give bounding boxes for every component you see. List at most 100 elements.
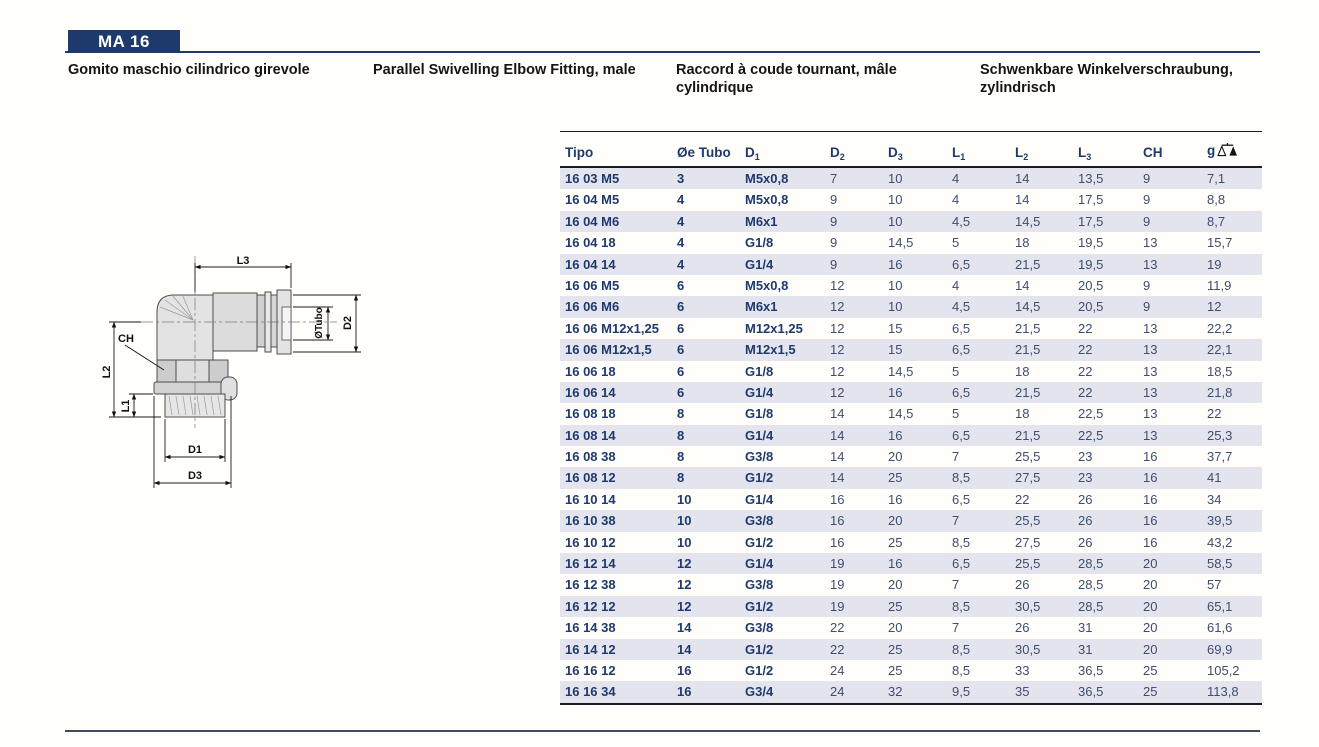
spec-value: 19,5	[1078, 235, 1104, 251]
spec-value: G3/4	[745, 684, 774, 700]
spec-value: 31	[1078, 641, 1093, 657]
spec-value: G1/2	[745, 470, 774, 486]
spec-value: 4	[677, 256, 685, 272]
type-code: 16 04 14	[565, 256, 616, 272]
spec-value: 22	[830, 620, 845, 636]
spec-value: 16	[1143, 491, 1158, 507]
dim-label-l3: L3	[237, 255, 250, 267]
spec-value: 20	[1143, 598, 1158, 614]
type-code: 16 03 M5	[565, 171, 620, 186]
spec-value: 14,5	[1015, 213, 1041, 229]
spec-value: 8,5	[952, 534, 971, 550]
spec-value: 28,5	[1078, 577, 1104, 593]
spec-value: 23	[1078, 470, 1093, 486]
spec-value: 14	[830, 470, 845, 486]
table-row: 16 06 M12x1,5 6 M12x1,5 12 15 6,5 21,5 22 13 22,1	[560, 339, 1262, 361]
spec-value: 20	[1143, 556, 1158, 572]
spec-value: G1/4	[745, 384, 774, 400]
dim-label-d1: D1	[188, 444, 202, 456]
spec-value: 9	[1143, 213, 1151, 229]
spec-value: 6,5	[952, 556, 971, 572]
spec-value: 22	[1078, 363, 1093, 379]
spec-value: 20	[888, 577, 903, 593]
spec-value: 28,5	[1078, 556, 1104, 572]
spec-value: 30,5	[1015, 598, 1041, 614]
type-code: 16 16 12	[565, 662, 616, 678]
spec-value: 20,5	[1078, 299, 1104, 315]
column-header-l1: L1	[952, 145, 966, 162]
spec-value: 25	[888, 641, 903, 657]
spec-value: 10	[888, 213, 903, 229]
spec-value: 20	[1143, 620, 1158, 636]
spec-value: 16	[1143, 470, 1158, 486]
spec-value: G3/8	[745, 513, 774, 529]
spec-value: 8	[677, 406, 685, 422]
spec-value: 6,5	[952, 320, 971, 336]
spec-value: 7	[830, 171, 838, 186]
spec-value: 26	[1078, 534, 1093, 550]
type-code: 16 10 12	[565, 534, 616, 550]
spec-value: 28,5	[1078, 598, 1104, 614]
spec-value: 12	[1207, 299, 1222, 315]
spec-value: M6x1	[745, 213, 778, 229]
spec-value: 21,5	[1015, 384, 1041, 400]
spec-value: 7	[952, 577, 960, 593]
spec-value: 4,5	[952, 299, 971, 315]
spec-value: 25	[888, 470, 903, 486]
type-code: 16 04 18	[565, 235, 616, 251]
table-row: 16 16 12 16 G1/2 24 25 8,5 33 36,5 25 105,2	[560, 660, 1262, 681]
spec-value: 16	[830, 491, 845, 507]
spec-value: 5	[952, 363, 960, 379]
dim-label-d3: D3	[188, 470, 202, 482]
spec-value: 14	[830, 406, 845, 422]
spec-value: 13	[1143, 363, 1158, 379]
table-row: 16 14 12 14 G1/2 22 25 8,5 30,5 31 20 69,9	[560, 638, 1262, 660]
spec-value: M12x1,25	[745, 320, 803, 336]
spec-value: 21,8	[1207, 384, 1233, 400]
spec-value: 27,5	[1015, 470, 1041, 486]
spec-value: 22,1	[1207, 342, 1233, 358]
table-row: 16 04 14 4 G1/4 9 16 6,5 21,5 19,5 13 19	[560, 253, 1262, 275]
spec-value: 8,8	[1207, 192, 1226, 208]
spec-value: 21,5	[1015, 427, 1041, 443]
table-header-row: Tipo Øe Tubo D1 D2 D3 L1 L2 L3 CH g	[560, 132, 1262, 168]
spec-value: 13	[1143, 427, 1158, 443]
spec-value: 31	[1078, 620, 1093, 636]
spec-value: 8,5	[952, 598, 971, 614]
spec-value: 12	[830, 363, 845, 379]
spec-value: 20,5	[1078, 277, 1104, 293]
spec-value: G1/2	[745, 662, 774, 678]
spec-value: G1/2	[745, 641, 774, 657]
spec-value: 36,5	[1078, 662, 1104, 678]
table-row: 16 06 M6 6 M6x1 12 10 4,5 14,5 20,5 9 12	[560, 296, 1262, 318]
tube-bore	[281, 306, 292, 341]
spec-value: 9	[830, 235, 838, 251]
spec-value: 33	[1015, 662, 1030, 678]
spec-value: 4	[952, 192, 960, 208]
spec-value: 35	[1015, 684, 1030, 700]
footer-rule	[65, 730, 1260, 732]
spec-value: 4	[677, 192, 685, 208]
spec-value: 22	[1078, 384, 1093, 400]
technical-drawing: L3 ØTubo D2 CH L2 L1 D1 D3	[101, 255, 361, 488]
spec-value: 26	[1078, 513, 1093, 529]
type-code: 16 08 12	[565, 470, 616, 486]
spec-value: G3/8	[745, 620, 774, 636]
spec-value: 8,7	[1207, 213, 1226, 229]
type-code: 16 04 M6	[565, 213, 620, 229]
spec-value: M6x1	[745, 299, 778, 315]
dim-label-l2: L2	[101, 366, 113, 379]
spec-value: 9	[830, 256, 838, 272]
spec-value: 69,9	[1207, 641, 1233, 657]
collet-ring-1	[256, 294, 266, 348]
spec-value: 13,5	[1078, 171, 1104, 186]
spec-value: 12	[677, 577, 692, 593]
spec-value: 16	[677, 684, 692, 700]
spec-value: 6	[677, 363, 685, 379]
spec-value: G1/4	[745, 256, 774, 272]
spec-value: G1/2	[745, 534, 774, 550]
spec-value: 16	[888, 556, 903, 572]
spec-value: 14	[1015, 277, 1030, 293]
spec-value: 20	[1143, 577, 1158, 593]
table-body: 16 03 M5 3 M5x0,8 7 10 4 14 13,5 9 7,1 16 04 M5 4 M5…	[560, 168, 1262, 705]
